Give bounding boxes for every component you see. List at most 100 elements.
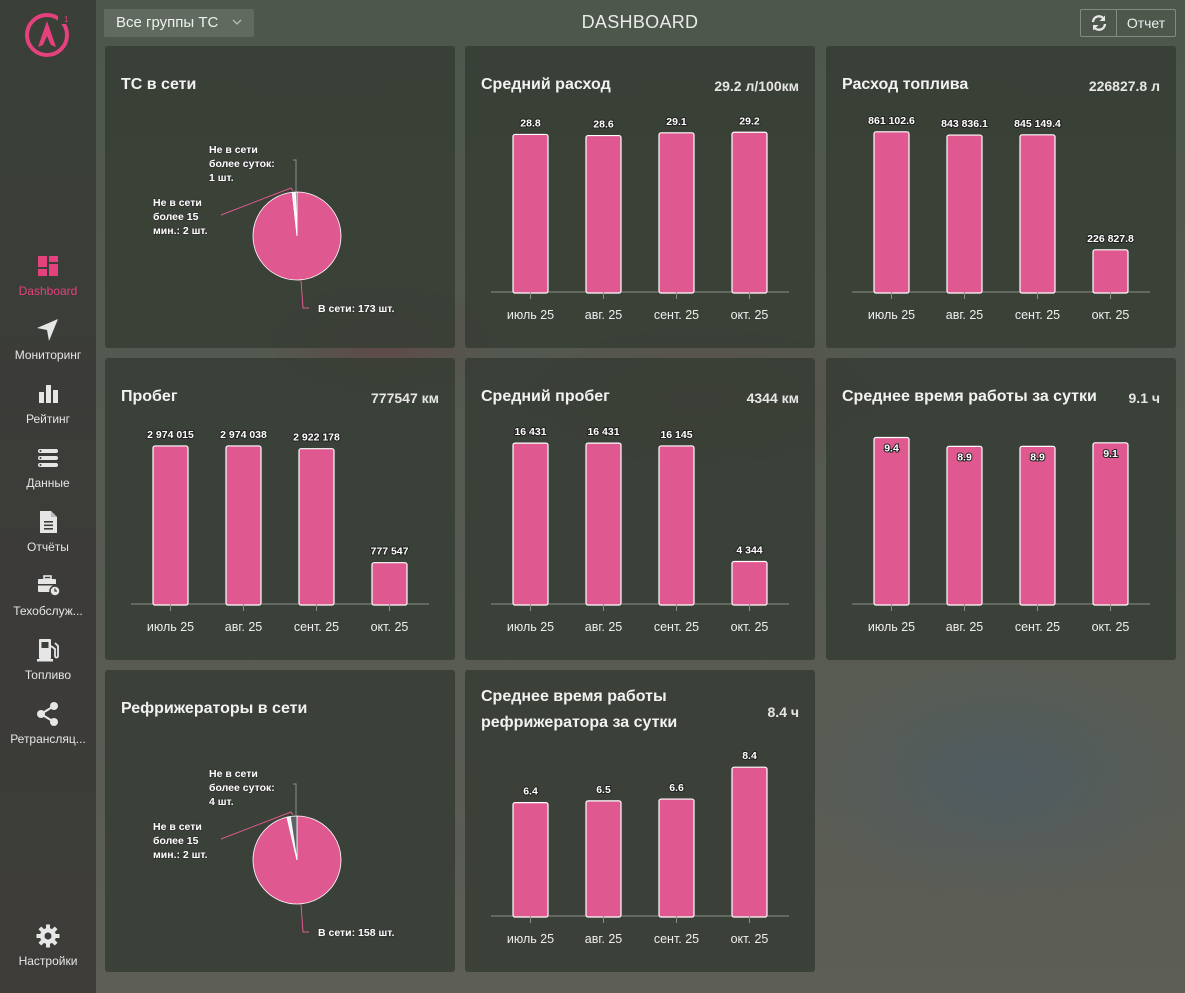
bar[interactable] [658, 132, 695, 294]
bar[interactable] [658, 798, 695, 918]
bar[interactable] [298, 448, 335, 606]
bar[interactable] [731, 131, 768, 294]
bar[interactable] [152, 445, 189, 606]
bar[interactable] [225, 445, 262, 606]
vehicle-group-select-value: Все группы ТС [116, 14, 219, 31]
bar-value-label: 2 974 015 [147, 429, 194, 441]
bar-value-label: 16 431 [587, 426, 619, 438]
bar[interactable] [512, 442, 549, 606]
x-tick-label: июль 25 [507, 308, 554, 322]
bar[interactable] [873, 131, 910, 294]
x-tick-label: окт. 25 [1092, 308, 1130, 322]
pie-label: мин.: 2 шт. [153, 849, 208, 861]
sidebar-item-settings[interactable]: Настройки [0, 923, 96, 968]
card-title-line2: рефрижератора за сутки [481, 714, 678, 731]
x-tick-label: июль 25 [868, 308, 915, 322]
sidebar-item-monitoring[interactable]: Мониторинг [0, 317, 96, 362]
bar[interactable] [585, 442, 622, 606]
x-tick-label: сент. 25 [1015, 308, 1060, 322]
card-title: Рефрижераторы в сети [121, 700, 308, 717]
bar-chart-mileage: 2 974 015 июль 25 2 974 038 авг. 25 2 922 17… [131, 428, 429, 634]
x-tick-label: авг. 25 [585, 308, 623, 322]
bar-value-label: 777 547 [371, 546, 409, 558]
x-tick-label: июль 25 [868, 620, 915, 634]
sidebar-item-dashboard[interactable]: Dashboard [0, 253, 96, 298]
bar[interactable] [873, 436, 910, 606]
bar-value-label: 843 836.1 [941, 118, 988, 130]
card-mileage: 2 974 015 июль 25 2 974 038 авг. 25 2 922 17… [105, 358, 455, 660]
bar-chart-icon [39, 385, 58, 403]
x-tick-label: сент. 25 [654, 308, 699, 322]
x-tick-label: июль 25 [147, 620, 194, 634]
sidebar-item-label: Топливо [24, 668, 72, 682]
pie-slice[interactable] [295, 191, 298, 237]
list-icon [38, 449, 58, 467]
bar[interactable] [731, 560, 768, 606]
vehicle-group-select[interactable]: Все группы ТС [104, 9, 254, 37]
sidebar-item-maintenance[interactable]: Техобслуж... [0, 573, 96, 618]
bar[interactable] [371, 562, 408, 606]
chevron-down-icon [232, 19, 242, 25]
pie-label: Не в сети [209, 768, 258, 780]
bar-chart-work-time: 9.4 июль 25 8.9 авг. 25 8.9 сент. 25 9.1 окт. 2… [852, 436, 1150, 634]
refresh-button[interactable] [1081, 10, 1117, 36]
card-title: Среднее время работы за сутки [842, 388, 1097, 405]
bar-value-label: 29.1 [666, 116, 687, 128]
report-button[interactable]: Отчет [1126, 15, 1166, 31]
bar[interactable] [946, 445, 983, 606]
bar-value-label: 16 145 [660, 429, 692, 441]
bar[interactable] [512, 802, 549, 918]
card-title-line1: Среднее время работы [481, 688, 667, 705]
bar-chart-avg-consumption: 28.8 июль 25 28.6 авг. 25 29.1 сент. 25 29.2 ок… [491, 114, 789, 322]
pie-label: более суток: [209, 158, 275, 170]
refresh-icon [1091, 15, 1106, 31]
svg-text:1: 1 [64, 15, 69, 24]
sidebar-item-rating[interactable]: Рейтинг [0, 381, 96, 426]
bar[interactable] [731, 766, 768, 918]
sidebar-item-label: Данные [26, 476, 70, 490]
bar-value-label: 16 431 [514, 426, 546, 438]
pie-label: Не в сети [209, 144, 258, 156]
x-tick-label: авг. 25 [946, 308, 984, 322]
sidebar-item-label: Рейтинг [25, 412, 71, 426]
card-title: Расход топлива [842, 76, 969, 93]
sidebar-item-data[interactable]: Данные [0, 445, 96, 490]
bar-value-label: 861 102.6 [868, 115, 915, 127]
bar[interactable] [1019, 134, 1056, 294]
bar[interactable] [585, 134, 622, 294]
pie-slice[interactable] [289, 815, 298, 861]
card-vehicles-online: В сети: 173 шт. Не в сети более 15 мин.: 2 … [105, 46, 455, 348]
bar-value-label: 226 827.8 [1087, 233, 1134, 245]
bar[interactable] [1092, 249, 1129, 294]
card-title: ТС в сети [121, 76, 197, 93]
bar[interactable] [1019, 445, 1056, 606]
pie-label: Не в сети [153, 197, 202, 209]
sidebar-item-reports[interactable]: Отчёты [0, 509, 96, 554]
bar-value-label: 28.6 [593, 119, 614, 131]
x-tick-label: авг. 25 [946, 620, 984, 634]
card-value: 9.1 ч [1128, 390, 1160, 406]
bar[interactable] [585, 800, 622, 918]
bar[interactable] [946, 134, 983, 294]
dashboard-icon [38, 256, 58, 276]
navigation-arrow-icon [37, 319, 58, 341]
bar[interactable] [512, 133, 549, 294]
card-work-time: 9.4 июль 25 8.9 авг. 25 8.9 сент. 25 9.1 окт. 2… [826, 358, 1176, 660]
bar[interactable] [1092, 442, 1129, 606]
pie-label: 1 шт. [209, 172, 234, 184]
bar-value-label: 6.5 [596, 784, 611, 796]
pie-leader-line [300, 279, 309, 309]
sidebar-item-relay[interactable]: Ретрансляц... [0, 701, 96, 746]
document-icon [40, 511, 57, 533]
card-avg-mileage: 16 431 июль 25 16 431 авг. 25 16 145 сент. 25… [465, 358, 815, 660]
bar[interactable] [658, 445, 695, 606]
bar-chart-fuel-consumption: 861 102.6 июль 25 843 836.1 авг. 25 845 149.… [852, 114, 1150, 322]
bar-value-label: 29.2 [739, 115, 760, 127]
x-tick-label: авг. 25 [225, 620, 263, 634]
x-tick-label: окт. 25 [731, 620, 769, 634]
x-tick-label: сент. 25 [654, 620, 699, 634]
bar-chart-avg-mileage: 16 431 июль 25 16 431 авг. 25 16 145 сент. 25… [491, 425, 789, 634]
sidebar-item-fuel[interactable]: Топливо [0, 637, 96, 682]
app-logo-icon[interactable]: 1 [23, 10, 73, 60]
x-tick-label: окт. 25 [731, 932, 769, 946]
